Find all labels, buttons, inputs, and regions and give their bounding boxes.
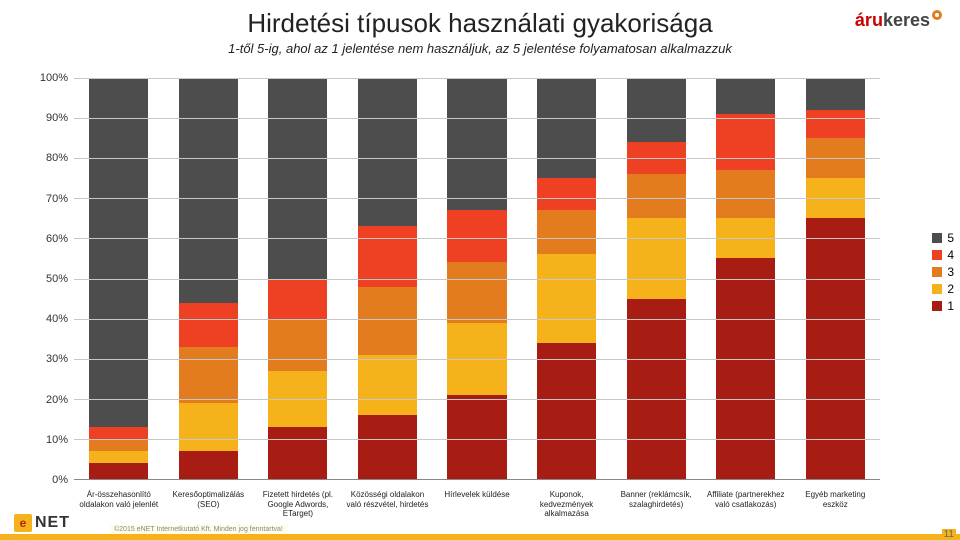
y-tick: 40% [46, 313, 68, 325]
x-label: Kuponok, kedvezmények alkalmazása [522, 490, 612, 518]
x-label: Keresőoptimalizálás (SEO) [164, 490, 254, 518]
bar-segment [716, 114, 775, 170]
y-tick: 100% [40, 72, 68, 84]
legend-spacer [880, 78, 930, 480]
bar-segment [358, 287, 417, 355]
bar-segment [716, 170, 775, 218]
copyright: ©2015 eNET Internetkutató Kft. Minden jo… [110, 525, 287, 534]
bar-segment [716, 258, 775, 479]
bar-segment [179, 403, 238, 451]
bar-segment [806, 218, 865, 479]
bar-segment [447, 262, 506, 322]
y-tick: 20% [46, 394, 68, 406]
bar-segment [537, 178, 596, 210]
y-tick: 70% [46, 193, 68, 205]
bar-segment [806, 110, 865, 138]
bar-segment [806, 78, 865, 110]
bar-segment [268, 279, 327, 319]
bar-segment [179, 451, 238, 479]
bar-segment [89, 427, 148, 439]
bar-segment [537, 78, 596, 178]
legend-item: 4 [932, 248, 954, 262]
y-tick: 0% [52, 474, 68, 486]
footer-logo-text: NET [35, 514, 70, 532]
legend-label: 4 [947, 248, 954, 262]
bar-segment [89, 78, 148, 427]
y-tick: 30% [46, 353, 68, 365]
legend: 5 4 3 2 1 [932, 228, 954, 316]
x-label: Ár-összehasonlító oldalakon való jelenlé… [74, 490, 164, 518]
bar-segment [537, 254, 596, 342]
bar-segment [179, 303, 238, 347]
bar-segment [447, 210, 506, 262]
legend-swatch [932, 301, 942, 311]
bar-segment [716, 78, 775, 114]
bar-segment [627, 218, 686, 298]
y-tick: 80% [46, 152, 68, 164]
magnifier-icon [932, 10, 942, 20]
bar-segment [537, 210, 596, 254]
page-title: Hirdetési típusok használati gyakorisága [0, 0, 960, 39]
bar-segment [627, 174, 686, 218]
bar-segment [537, 343, 596, 479]
page-subtitle: 1-től 5-ig, ahol az 1 jelentése nem hasz… [0, 41, 960, 56]
x-label: Affiliate (partnerekhez való csatlakozás… [701, 490, 791, 518]
bar-segment [89, 463, 148, 479]
legend-swatch [932, 284, 942, 294]
legend-label: 2 [947, 282, 954, 296]
y-tick: 90% [46, 112, 68, 124]
bar-segment [89, 451, 148, 463]
bar-segment [358, 355, 417, 415]
legend-label: 1 [947, 299, 954, 313]
bar-segment [89, 439, 148, 451]
y-tick: 50% [46, 273, 68, 285]
y-tick: 60% [46, 233, 68, 245]
legend-label: 5 [947, 231, 954, 245]
bar-segment [627, 299, 686, 479]
legend-swatch [932, 233, 942, 243]
legend-item: 1 [932, 299, 954, 313]
legend-label: 3 [947, 265, 954, 279]
x-axis-labels: Ár-összehasonlító oldalakon való jelenlé… [74, 490, 880, 518]
bar-segment [179, 78, 238, 303]
x-label: Banner (reklámcsík, szalaghirdetés) [611, 490, 701, 518]
legend-swatch [932, 267, 942, 277]
x-label: Egyéb marketing eszköz [791, 490, 881, 518]
footer-logo-icon: e [14, 514, 32, 532]
bar-segment [447, 78, 506, 210]
legend-item: 3 [932, 265, 954, 279]
legend-swatch [932, 250, 942, 260]
x-label: Hírlevelek küldése [432, 490, 522, 518]
bar-segment [268, 427, 327, 479]
y-axis: 0%10%20%30%40%50%60%70%80%90%100% [30, 78, 74, 480]
bar-segment [447, 395, 506, 479]
x-label: Fizetett hirdetés (pl. Google Adwords, E… [253, 490, 343, 518]
footer-logo: e NET [14, 514, 70, 532]
bar-segment [268, 319, 327, 371]
bar-segment [179, 347, 238, 403]
bar-segment [358, 415, 417, 479]
legend-item: 5 [932, 231, 954, 245]
bar-segment [268, 78, 327, 279]
bar-segment [358, 78, 417, 226]
bar-chart: 0%10%20%30%40%50%60%70%80%90%100% [30, 78, 930, 480]
legend-item: 2 [932, 282, 954, 296]
brand-logo: árukeres [855, 10, 942, 31]
y-tick: 10% [46, 434, 68, 446]
footer-bar [0, 534, 960, 540]
x-label: Közösségi oldalakon való részvétel, hird… [343, 490, 433, 518]
plot-area [74, 78, 880, 480]
bar-segment [627, 78, 686, 142]
page-number: 11 [942, 529, 956, 540]
slide: Hirdetési típusok használati gyakorisága… [0, 0, 960, 540]
